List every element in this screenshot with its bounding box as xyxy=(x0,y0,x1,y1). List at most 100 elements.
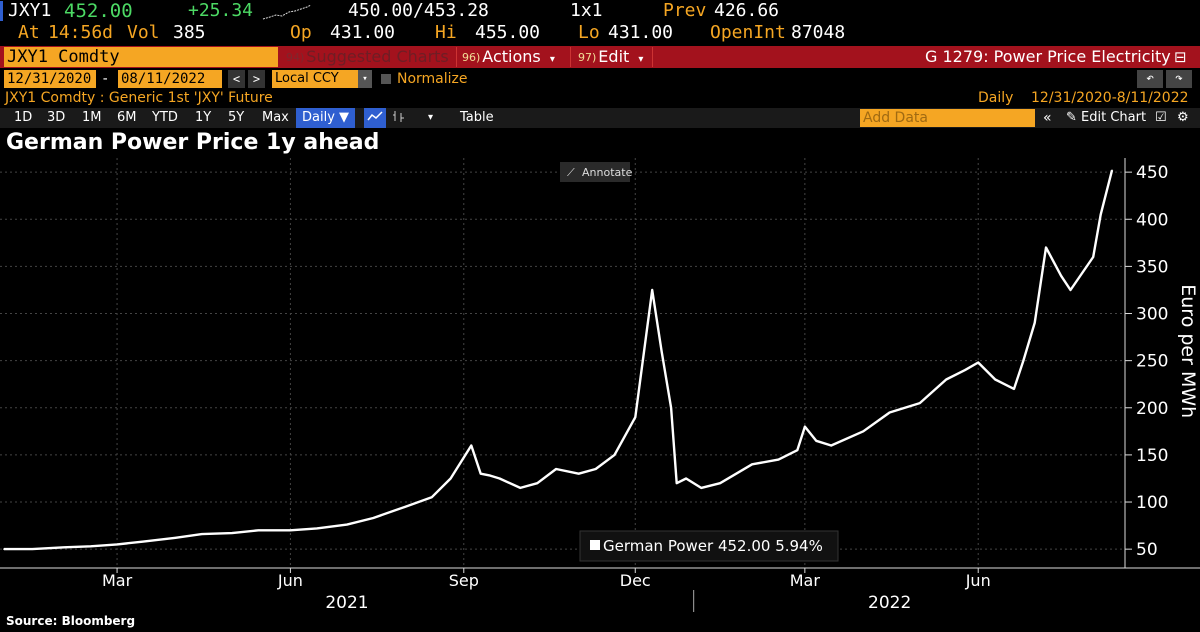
data-point xyxy=(257,529,260,532)
page-title: G 1279: Power Price Electricity xyxy=(925,47,1171,66)
edit-chart-label: Edit Chart xyxy=(1081,110,1147,125)
ticker[interactable]: JXY1 xyxy=(8,0,52,21)
data-point xyxy=(449,477,452,480)
data-point xyxy=(862,430,865,433)
legend-box[interactable]: German Power 452.00 5.94% xyxy=(579,530,839,562)
data-point xyxy=(919,402,921,404)
prev-value: 426.66 xyxy=(714,0,780,21)
y-tick-label: 350 xyxy=(1136,257,1168,277)
data-point xyxy=(174,537,177,539)
data-point xyxy=(489,474,492,477)
more-menu-icon[interactable]: ▾ xyxy=(428,112,434,123)
data-point xyxy=(1099,213,1102,216)
edit-button[interactable]: 97) Edit ▾ xyxy=(578,47,643,67)
bar-chart-icon[interactable] xyxy=(392,108,406,128)
actions-caret-icon: ▾ xyxy=(549,54,555,65)
data-point xyxy=(751,463,753,466)
period-ytd[interactable]: YTD xyxy=(152,110,178,125)
period-1y[interactable]: 1Y xyxy=(195,110,212,125)
last-time: 14:56d xyxy=(48,22,114,43)
frequency-select[interactable]: Daily ▼ xyxy=(296,108,356,128)
add-data-input[interactable]: Add Data xyxy=(860,109,1035,127)
low-label: Lo xyxy=(578,22,600,43)
period-1m[interactable]: 1M xyxy=(82,110,102,125)
data-point xyxy=(964,369,966,371)
actions-button[interactable]: 96) Actions ▾ xyxy=(462,47,555,67)
data-point xyxy=(519,487,522,489)
data-point xyxy=(888,411,891,414)
period-3d[interactable]: 3D xyxy=(47,110,66,125)
normalize-checkbox[interactable] xyxy=(381,74,391,84)
annotate-pencil-icon: ⟋ xyxy=(567,166,575,179)
prev-range-icon[interactable]: < xyxy=(228,70,245,88)
period-5y[interactable]: 5Y xyxy=(228,110,245,125)
end-date-input[interactable]: 08/11/2022 xyxy=(118,70,222,88)
start-date-input[interactable]: 12/31/2020 xyxy=(4,70,96,88)
vol-label: Vol xyxy=(127,22,160,43)
source-note: Source: Bloomberg xyxy=(6,614,136,628)
y-tick-label: 450 xyxy=(1136,163,1168,183)
legend-label: German Power 452.00 5.94% xyxy=(603,537,823,555)
year-label: 2022 xyxy=(868,593,911,612)
data-point xyxy=(577,472,580,475)
legend-swatch xyxy=(590,540,600,550)
x-tick-label: Mar xyxy=(102,571,133,590)
undo-icon[interactable]: ↶ xyxy=(1137,70,1163,88)
suggested-charts-number: 94) xyxy=(286,51,305,64)
currency-caret-icon[interactable]: ▾ xyxy=(358,70,372,88)
data-point xyxy=(430,496,433,499)
next-range-icon[interactable]: > xyxy=(248,70,265,88)
high-value: 455.00 xyxy=(475,22,541,43)
data-point xyxy=(700,487,702,489)
edit-caret-icon: ▾ xyxy=(638,54,644,65)
sparkline-icon xyxy=(262,4,312,20)
actions-label: Actions xyxy=(482,47,541,66)
data-point xyxy=(977,361,979,364)
y-axis-ticks: 50 100 150 200 250 300 350 400 450 xyxy=(1125,163,1168,560)
x-tick-label: Jun xyxy=(965,571,991,590)
gear-icon[interactable]: ⚙ xyxy=(1177,110,1189,125)
edit-box-icon[interactable]: ☑ xyxy=(1155,110,1167,125)
y-tick-label: 400 xyxy=(1136,210,1168,230)
line-chart-icon[interactable] xyxy=(364,108,386,128)
data-point xyxy=(346,523,348,526)
period-1d[interactable]: 1D xyxy=(14,110,33,125)
data-point xyxy=(660,350,663,352)
data-point xyxy=(1045,246,1047,249)
y-tick-label: 300 xyxy=(1136,305,1168,325)
last-price: 452.00 xyxy=(64,0,133,22)
redo-icon[interactable]: ↷ xyxy=(1166,70,1192,88)
x-tick-label: Dec xyxy=(620,571,651,590)
price-change: +25.34 xyxy=(188,0,254,21)
vol-value: 385 xyxy=(173,22,206,43)
table-button[interactable]: Table xyxy=(460,110,494,125)
data-point xyxy=(651,289,653,291)
data-point xyxy=(685,477,687,480)
collapse-icon[interactable]: ⊟ xyxy=(1174,48,1187,66)
data-point xyxy=(470,444,473,447)
period-6m[interactable]: 6M xyxy=(117,110,137,125)
annotate-button[interactable]: ⟋ Annotate xyxy=(560,162,633,182)
divider-1 xyxy=(286,47,457,67)
date-dash: - xyxy=(101,71,110,87)
collapse-left-icon[interactable]: « xyxy=(1043,110,1052,126)
period-max[interactable]: Max xyxy=(262,110,289,125)
data-point xyxy=(670,407,672,409)
prev-label: Prev xyxy=(663,0,707,21)
data-point xyxy=(289,529,292,532)
y-tick-label: 50 xyxy=(1136,540,1158,560)
bid-ask-size: 1x1 xyxy=(570,0,603,21)
data-point xyxy=(3,548,5,550)
suggested-charts-button[interactable]: 94) Suggested Charts xyxy=(286,47,449,67)
frequency-caret-icon: ▼ xyxy=(339,110,350,125)
data-point xyxy=(31,548,34,550)
currency-select[interactable]: Local CCY xyxy=(272,70,358,88)
y-tick-label: 100 xyxy=(1136,493,1168,513)
normalize-label: Normalize xyxy=(397,71,468,87)
edit-chart-button[interactable]: ✎ Edit Chart xyxy=(1066,108,1146,128)
security-field[interactable]: JXY1 Comdty xyxy=(4,47,278,67)
data-point xyxy=(498,477,501,480)
high-label: Hi xyxy=(435,22,457,43)
data-point xyxy=(404,505,407,508)
